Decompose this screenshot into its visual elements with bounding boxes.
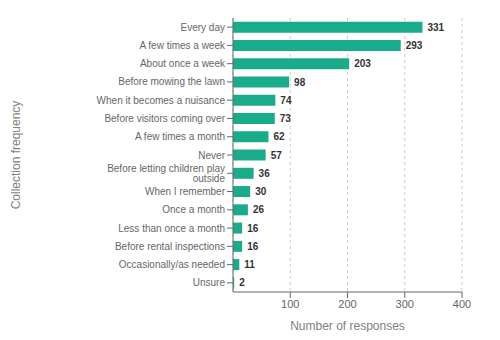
svg-text:When I remember: When I remember	[145, 186, 226, 197]
svg-text:331: 331	[427, 22, 444, 33]
svg-text:Before visitors coming over: Before visitors coming over	[104, 113, 225, 124]
svg-text:400: 400	[453, 298, 471, 310]
svg-text:26: 26	[253, 204, 265, 215]
svg-text:Before letting children playou: Before letting children playoutside	[107, 163, 225, 184]
svg-text:293: 293	[406, 40, 423, 51]
svg-text:36: 36	[259, 168, 271, 179]
svg-text:When it becomes a nuisance: When it becomes a nuisance	[97, 95, 226, 106]
svg-text:57: 57	[271, 150, 283, 161]
svg-text:30: 30	[255, 186, 267, 197]
svg-text:203: 203	[354, 58, 371, 69]
svg-text:About once a week: About once a week	[140, 58, 226, 69]
svg-text:Unsure: Unsure	[193, 277, 226, 288]
svg-text:2: 2	[239, 277, 245, 288]
svg-text:Before rental inspections: Before rental inspections	[115, 241, 225, 252]
svg-text:A few times a month: A few times a month	[135, 131, 225, 142]
svg-text:A few times a week: A few times a week	[139, 40, 226, 51]
svg-text:100: 100	[281, 298, 299, 310]
svg-text:Every day: Every day	[181, 22, 225, 33]
svg-text:Less than once a month: Less than once a month	[118, 223, 225, 234]
svg-text:11: 11	[244, 259, 255, 270]
svg-text:Before mowing the lawn: Before mowing the lawn	[118, 76, 225, 87]
svg-text:74: 74	[280, 95, 292, 106]
svg-text:Number of responses: Number of responses	[290, 319, 405, 332]
svg-text:200: 200	[338, 298, 356, 310]
svg-text:16: 16	[247, 241, 259, 252]
svg-text:Never: Never	[198, 150, 225, 161]
svg-text:300: 300	[396, 298, 414, 310]
svg-text:62: 62	[273, 131, 285, 142]
svg-text:16: 16	[247, 223, 259, 234]
svg-text:73: 73	[280, 113, 292, 124]
svg-text:Occasionally/as needed: Occasionally/as needed	[119, 259, 225, 270]
svg-text:Once a month: Once a month	[162, 204, 225, 215]
svg-text:98: 98	[294, 77, 306, 88]
svg-text:Collection frequency: Collection frequency	[9, 101, 23, 210]
